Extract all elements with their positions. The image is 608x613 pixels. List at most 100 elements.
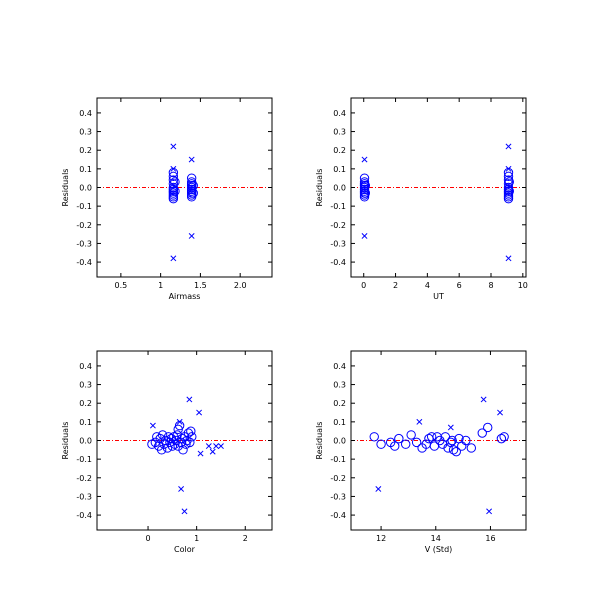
residual-point-circle [188,180,198,191]
residual-point-cross [186,396,193,403]
y-tick-label: 0.0 [79,184,92,193]
residual-point-circle [496,433,507,444]
y-tick-label: -0.4 [330,258,346,267]
panel-color: -0.4 -0.3 -0.2 -0.1 0.0 0.1 0.2 0.3 0.4 0 1 2 Color R… [61,350,273,554]
residual-point-cross [497,409,503,416]
residual-point-cross [375,486,382,492]
residual-point-circle [483,422,493,433]
residual-point-cross [205,443,212,450]
residual-point-cross [181,508,188,515]
y-tick-label: 0.0 [333,437,346,446]
y-tick-label: 0.3 [79,128,92,137]
residual-point-circle [168,175,179,185]
residual-point-circle [168,179,179,189]
x-tick-label: 1 [194,534,199,543]
y-tick-label: -0.1 [76,202,92,211]
residual-point-circle [426,432,437,442]
y-tick-label: 0.3 [79,381,92,390]
residual-point-circle [457,441,467,451]
panel-airmass: -0.4 -0.3 -0.2 -0.1 0.0 0.1 0.2 0.3 0.4 0.5 1 1.5 2.… [61,97,273,301]
residual-point-cross [480,396,487,403]
x-axis-label: UT [433,292,444,301]
y-tick-label: 0.1 [79,165,92,174]
residual-point-circle [461,435,471,446]
x-tick-label: 14 [431,534,441,543]
residual-point-circle [186,173,197,183]
residual-point-circle [156,445,167,455]
y-tick-label: 0.4 [79,362,92,371]
residual-point-circle [503,171,514,182]
residual-point-circle [168,193,179,204]
x-tick-label: 1 [158,281,163,290]
residual-point-circle [400,439,411,449]
residual-point-cross [209,448,216,455]
y-tick-label: 0.3 [333,128,346,137]
residual-point-cross [447,424,454,431]
x-tick-label: 0.5 [114,281,127,290]
residual-point-cross [178,486,185,492]
residual-point-cross [170,255,177,262]
residual-point-cross [188,156,195,163]
residual-point-cross [176,418,183,425]
residual-point-circle [499,432,509,442]
y-tick-label: -0.1 [76,455,92,464]
y-tick-label: 0.2 [333,146,346,155]
x-axis-label: V (Std) [425,545,453,554]
residual-point-cross [361,233,368,239]
residual-point-cross [170,143,177,150]
residual-point-cross [218,443,224,450]
residual-point-circle [429,441,440,451]
residual-point-cross [505,143,512,150]
y-tick-label: -0.4 [76,511,92,520]
residual-point-cross [149,422,156,429]
x-tick-label: 2.0 [234,281,247,290]
x-tick-label: 0 [361,281,366,290]
residual-point-circle [170,177,180,187]
residual-point-circle [170,186,180,196]
y-tick-label: -0.3 [76,492,92,501]
x-tick-label: 1.5 [194,281,207,290]
y-tick-label: -0.4 [76,258,92,267]
residual-point-circle [185,437,195,448]
residual-point-circle [157,430,168,440]
residual-point-circle [504,177,514,187]
residual-point-cross [505,255,512,262]
y-tick-label: 0.3 [333,381,346,390]
residual-point-circle [443,443,453,453]
x-tick-label: 10 [518,281,528,290]
y-tick-label: 0.1 [333,418,346,427]
residual-point-cross [486,508,493,515]
y-tick-label: -0.3 [76,239,92,248]
y-tick-label: -0.4 [330,511,346,520]
y-tick-label: 0.0 [333,184,346,193]
residual-point-circle [360,188,371,198]
x-tick-label: 4 [425,281,430,290]
panel-vstd: -0.4 -0.3 -0.2 -0.1 0.0 0.1 0.2 0.3 0.4 12 14 16 V (… [315,350,527,554]
residual-point-circle [168,171,179,182]
x-tick-label: 2 [243,534,248,543]
y-tick-label: -0.1 [330,455,346,464]
x-tick-label: 12 [376,534,386,543]
residual-point-circle [359,192,370,202]
y-axis-label: Residuals [315,169,324,207]
y-tick-label: -0.1 [330,202,346,211]
y-tick-label: 0.1 [79,418,92,427]
residual-point-circle [376,439,386,449]
y-axis-label: Residuals [61,169,70,207]
x-axis-label: Airmass [169,292,201,301]
x-axis-label: Color [174,545,196,554]
residual-point-circle [503,193,514,204]
residual-point-circle [178,445,188,455]
residual-point-cross [213,443,220,450]
residual-point-circle [163,432,174,442]
residual-point-cross [416,418,423,425]
residual-point-circle [171,435,181,446]
residual-point-circle [360,180,371,191]
residual-point-cross [361,156,368,163]
residual-point-circle [411,437,422,448]
residual-point-circle [477,428,487,438]
x-tick-label: 2 [393,281,398,290]
residual-point-cross [170,165,177,172]
